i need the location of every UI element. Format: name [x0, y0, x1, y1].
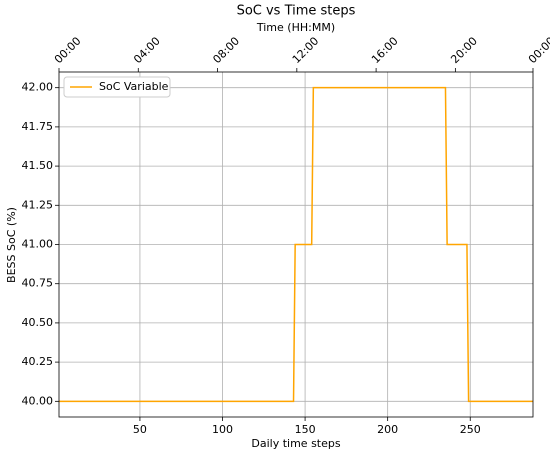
y-tick-label: 41.75	[22, 120, 54, 133]
top-tick-label: 12:00	[290, 35, 322, 67]
y-tick-label: 41.25	[22, 198, 54, 211]
y-tick-label: 40.25	[22, 355, 54, 368]
y-axis-label: BESS SoC (%)	[5, 207, 18, 283]
top-tick-label: 20:00	[448, 35, 480, 67]
plot-frame	[58, 71, 534, 418]
y-tick-label: 42.00	[22, 81, 54, 94]
y-tick-label: 41.50	[22, 159, 54, 172]
x-tick-label: 200	[377, 423, 398, 436]
legend-label: SoC Variable	[99, 80, 169, 93]
chart-title: SoC vs Time steps	[237, 4, 356, 19]
y-tick-label: 40.00	[22, 394, 54, 407]
top-tick-label: 00:00	[526, 35, 550, 67]
top-axis-label: Time (HH:MM)	[256, 21, 335, 34]
y-tick-label: 40.75	[22, 277, 54, 290]
x-tick-label: 50	[133, 423, 147, 436]
y-tick-label: 40.50	[22, 316, 54, 329]
y-tick-label: 41.00	[22, 238, 54, 251]
data-line	[59, 86, 533, 403]
x-tick-label: 100	[212, 423, 233, 436]
legend-box	[63, 76, 171, 98]
top-tick-label: 08:00	[210, 35, 242, 67]
top-tick-label: 04:00	[131, 35, 163, 67]
top-tick-label: 00:00	[52, 35, 84, 67]
top-tick-label: 16:00	[369, 35, 401, 67]
x-axis-label: Daily time steps	[251, 437, 340, 450]
x-tick-label: 250	[460, 423, 481, 436]
x-tick-label: 150	[295, 423, 316, 436]
